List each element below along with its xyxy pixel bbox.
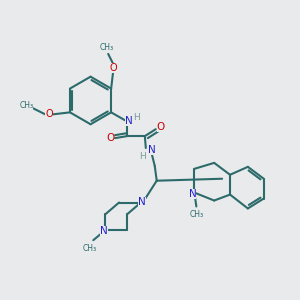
Text: CH₃: CH₃	[82, 244, 96, 253]
Text: H: H	[140, 152, 146, 161]
Text: O: O	[157, 122, 165, 132]
Text: CH₃: CH₃	[189, 210, 203, 219]
Text: H: H	[134, 113, 140, 122]
Text: O: O	[109, 63, 117, 73]
Text: N: N	[138, 196, 146, 206]
Text: N: N	[125, 116, 133, 126]
Text: N: N	[148, 145, 156, 155]
Text: CH₃: CH₃	[19, 101, 33, 110]
Text: O: O	[45, 109, 53, 119]
Text: N: N	[188, 189, 196, 199]
Text: N: N	[100, 226, 108, 236]
Text: O: O	[106, 133, 114, 143]
Text: CH₃: CH₃	[99, 44, 113, 52]
